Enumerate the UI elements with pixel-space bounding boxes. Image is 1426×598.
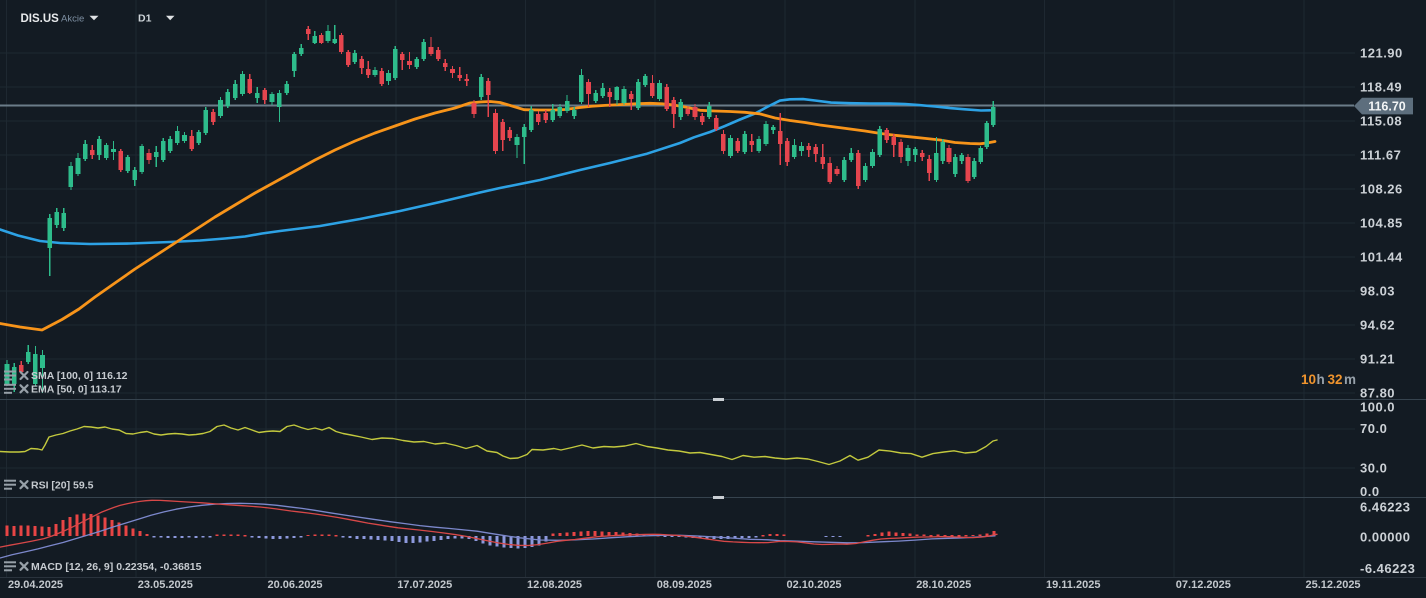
svg-text:108.26: 108.26 xyxy=(1360,182,1403,197)
svg-text:10: 10 xyxy=(1301,372,1316,387)
svg-text:EMA [50, 0] 113.17: EMA [50, 0] 113.17 xyxy=(31,384,122,396)
svg-text:116.70: 116.70 xyxy=(1368,100,1406,114)
svg-text:115.08: 115.08 xyxy=(1360,114,1402,129)
svg-text:104.85: 104.85 xyxy=(1360,216,1403,231)
svg-text:19.11.2025: 19.11.2025 xyxy=(1046,579,1100,591)
svg-text:98.03: 98.03 xyxy=(1360,284,1395,299)
svg-text:87.80: 87.80 xyxy=(1360,386,1395,401)
svg-text:12.08.2025: 12.08.2025 xyxy=(527,579,582,591)
svg-text:0.0: 0.0 xyxy=(1360,484,1380,499)
svg-text:118.49: 118.49 xyxy=(1360,80,1402,95)
svg-text:-6.46223: -6.46223 xyxy=(1360,561,1415,576)
svg-text:121.90: 121.90 xyxy=(1360,46,1403,61)
svg-text:29.04.2025: 29.04.2025 xyxy=(8,579,63,591)
svg-text:111.67: 111.67 xyxy=(1360,148,1401,163)
svg-text:DIS.US: DIS.US xyxy=(21,13,60,25)
svg-text:D1: D1 xyxy=(138,13,152,25)
svg-text:25.12.2025: 25.12.2025 xyxy=(1306,579,1361,591)
svg-text:91.21: 91.21 xyxy=(1360,352,1395,367)
svg-text:70.0: 70.0 xyxy=(1360,421,1387,436)
svg-text:RSI [20] 59.5: RSI [20] 59.5 xyxy=(31,479,94,491)
svg-text:MACD [12, 26, 9] 0.22354, -0.3: MACD [12, 26, 9] 0.22354, -0.36815 xyxy=(31,561,202,573)
svg-text:Akcie: Akcie xyxy=(61,13,84,24)
svg-text:30.0: 30.0 xyxy=(1360,461,1387,476)
svg-text:6.46223: 6.46223 xyxy=(1360,500,1411,515)
svg-text:SMA [100, 0] 116.12: SMA [100, 0] 116.12 xyxy=(31,370,128,382)
svg-text:08.09.2025: 08.09.2025 xyxy=(657,579,712,591)
svg-text:02.10.2025: 02.10.2025 xyxy=(787,579,842,591)
svg-text:07.12.2025: 07.12.2025 xyxy=(1176,579,1231,591)
svg-text:17.07.2025: 17.07.2025 xyxy=(397,579,452,591)
svg-text:94.62: 94.62 xyxy=(1360,318,1395,333)
svg-text:h: h xyxy=(1317,372,1325,387)
svg-text:32: 32 xyxy=(1328,372,1343,387)
svg-text:28.10.2025: 28.10.2025 xyxy=(916,579,971,591)
svg-text:0.00000: 0.00000 xyxy=(1360,530,1411,545)
svg-text:101.44: 101.44 xyxy=(1360,250,1403,265)
svg-text:100.0: 100.0 xyxy=(1360,400,1395,415)
svg-text:m: m xyxy=(1344,372,1356,387)
svg-text:20.06.2025: 20.06.2025 xyxy=(268,579,323,591)
svg-text:23.05.2025: 23.05.2025 xyxy=(138,579,193,591)
